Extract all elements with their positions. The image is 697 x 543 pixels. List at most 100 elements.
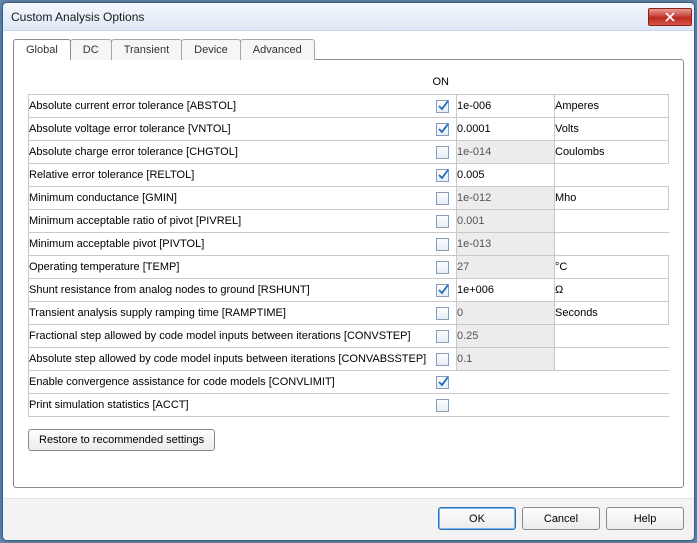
tab-advanced[interactable]: Advanced — [240, 39, 315, 60]
option-row: Minimum conductance [GMIN] Mho — [29, 187, 669, 210]
option-label: Absolute charge error tolerance [CHGTOL] — [29, 141, 429, 164]
option-checkbox[interactable] — [436, 238, 449, 251]
tab-panel-global: ON Absolute current error tolerance [ABS… — [13, 59, 684, 488]
option-label: Transient analysis supply ramping time [… — [29, 302, 429, 325]
close-button[interactable] — [648, 8, 692, 26]
option-row: Shunt resistance from analog nodes to gr… — [29, 279, 669, 302]
option-checkbox[interactable] — [436, 169, 449, 182]
tab-device[interactable]: Device — [181, 39, 241, 60]
option-value-input — [457, 213, 554, 229]
option-value-input — [457, 144, 554, 160]
option-unit — [555, 371, 669, 394]
option-unit: Ω — [555, 279, 669, 302]
option-row: Relative error tolerance [RELTOL] — [29, 164, 669, 187]
option-checkbox[interactable] — [436, 215, 449, 228]
option-value-input — [457, 190, 554, 206]
option-label: Absolute voltage error tolerance [VNTOL] — [29, 118, 429, 141]
option-checkbox[interactable] — [436, 192, 449, 205]
option-checkbox[interactable] — [436, 307, 449, 320]
option-label: Minimum conductance [GMIN] — [29, 187, 429, 210]
option-value-cell — [457, 279, 555, 302]
option-on-cell — [429, 210, 457, 233]
option-unit — [555, 394, 669, 417]
column-header-on: ON — [429, 74, 457, 95]
option-on-cell — [429, 279, 457, 302]
help-button[interactable]: Help — [606, 507, 684, 530]
option-row: Transient analysis supply ramping time [… — [29, 302, 669, 325]
option-label: Absolute current error tolerance [ABSTOL… — [29, 95, 429, 118]
option-checkbox[interactable] — [436, 330, 449, 343]
option-row: Absolute step allowed by code model inpu… — [29, 348, 669, 371]
option-on-cell — [429, 141, 457, 164]
option-unit — [555, 348, 669, 371]
option-checkbox[interactable] — [436, 261, 449, 274]
option-on-cell — [429, 302, 457, 325]
option-checkbox[interactable] — [436, 100, 449, 113]
option-label: Relative error tolerance [RELTOL] — [29, 164, 429, 187]
option-checkbox[interactable] — [436, 146, 449, 159]
option-checkbox[interactable] — [436, 376, 449, 389]
option-value-input[interactable] — [457, 282, 554, 298]
option-label: Fractional step allowed by code model in… — [29, 325, 429, 348]
option-unit — [555, 210, 669, 233]
tab-transient[interactable]: Transient — [111, 39, 182, 60]
close-icon — [665, 12, 675, 22]
option-value-cell — [457, 256, 555, 279]
option-on-cell — [429, 233, 457, 256]
restore-defaults-button[interactable]: Restore to recommended settings — [28, 429, 215, 451]
option-on-cell — [429, 118, 457, 141]
cancel-button[interactable]: Cancel — [522, 507, 600, 530]
option-unit: Seconds — [555, 302, 669, 325]
option-on-cell — [429, 394, 457, 417]
option-value-cell — [457, 325, 555, 348]
option-label: Print simulation statistics [ACCT] — [29, 394, 429, 417]
option-value-input — [457, 328, 554, 344]
option-on-cell — [429, 348, 457, 371]
option-row: Absolute charge error tolerance [CHGTOL]… — [29, 141, 669, 164]
option-checkbox[interactable] — [436, 284, 449, 297]
option-unit — [555, 233, 669, 256]
tab-global[interactable]: Global — [13, 39, 71, 60]
window-title: Custom Analysis Options — [11, 10, 648, 24]
option-unit: Amperes — [555, 95, 669, 118]
option-unit: Volts — [555, 118, 669, 141]
tab-dc[interactable]: DC — [70, 39, 112, 60]
option-label: Absolute step allowed by code model inpu… — [29, 348, 429, 371]
option-unit: °C — [555, 256, 669, 279]
option-checkbox[interactable] — [436, 399, 449, 412]
dialog-footer: OK Cancel Help — [3, 498, 694, 540]
option-value-input[interactable] — [457, 121, 554, 137]
options-grid: ON Absolute current error tolerance [ABS… — [28, 74, 669, 417]
option-row: Operating temperature [TEMP]°C — [29, 256, 669, 279]
option-value-input[interactable] — [457, 167, 554, 183]
option-row: Enable convergence assistance for code m… — [29, 371, 669, 394]
option-row: Absolute voltage error tolerance [VNTOL]… — [29, 118, 669, 141]
option-on-cell — [429, 256, 457, 279]
option-value-cell — [457, 141, 555, 164]
option-label: Minimum acceptable ratio of pivot [PIVRE… — [29, 210, 429, 233]
option-label: Shunt resistance from analog nodes to gr… — [29, 279, 429, 302]
option-unit — [555, 164, 669, 187]
tabstrip: GlobalDCTransientDeviceAdvanced — [13, 39, 684, 60]
option-value-input — [457, 259, 554, 275]
option-unit: Coulombs — [555, 141, 669, 164]
client-area: GlobalDCTransientDeviceAdvanced ON Absol… — [3, 31, 694, 498]
option-checkbox[interactable] — [436, 123, 449, 136]
option-on-cell — [429, 164, 457, 187]
option-unit: Mho — [555, 187, 669, 210]
option-value-input — [457, 305, 554, 321]
option-value-cell — [457, 187, 555, 210]
option-row: Minimum acceptable ratio of pivot [PIVRE… — [29, 210, 669, 233]
option-value-cell — [457, 394, 555, 417]
option-row: Fractional step allowed by code model in… — [29, 325, 669, 348]
option-on-cell — [429, 325, 457, 348]
option-value-cell — [457, 233, 555, 256]
option-row: Print simulation statistics [ACCT] — [29, 394, 669, 417]
option-checkbox[interactable] — [436, 353, 449, 366]
ok-button[interactable]: OK — [438, 507, 516, 530]
option-row: Minimum acceptable pivot [PIVTOL] — [29, 233, 669, 256]
option-value-cell — [457, 302, 555, 325]
option-value-input[interactable] — [457, 98, 554, 114]
option-value-input — [457, 236, 554, 252]
option-value-cell — [457, 164, 555, 187]
